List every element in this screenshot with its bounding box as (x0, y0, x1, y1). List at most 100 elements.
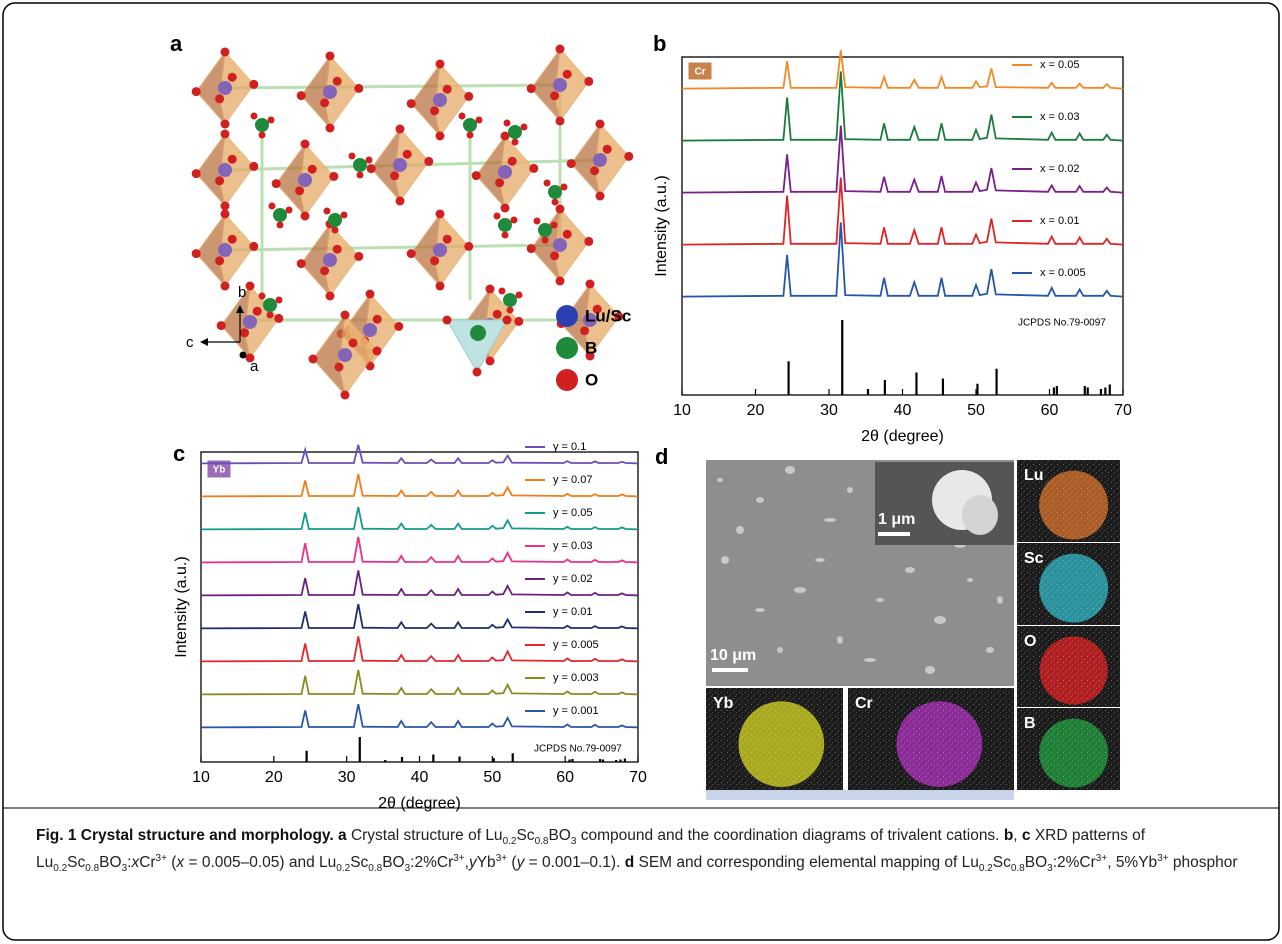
oxygen (603, 145, 612, 154)
oxygen (512, 139, 519, 146)
oxygen (390, 171, 399, 180)
sem-particle (815, 558, 825, 562)
x-tick-label: 30 (820, 402, 838, 419)
cation (323, 85, 337, 99)
caption-run: SEM and corresponding elemental mapping … (634, 854, 979, 871)
caption-run: Yb (477, 854, 496, 871)
oxygen (551, 222, 558, 229)
panel-letter: b (653, 31, 666, 56)
sem-particle (997, 596, 1003, 604)
oxygen (516, 292, 523, 299)
cation (433, 243, 447, 257)
scale-label: 1 μm (878, 511, 915, 528)
x-tick-label: 20 (747, 402, 765, 419)
sem-particle (736, 526, 744, 534)
x-tick-label: 60 (1041, 402, 1059, 419)
oxygen (333, 77, 342, 86)
oxygen (507, 307, 514, 314)
oxygen (527, 244, 536, 253)
oxygen (215, 256, 224, 265)
oxygen (499, 288, 506, 295)
oxygen (503, 316, 512, 325)
legend-label: y = 0.02 (553, 573, 592, 585)
sem-particle (755, 608, 765, 612)
oxygen (354, 252, 363, 261)
cation (553, 78, 567, 92)
oxygen (580, 326, 589, 335)
oxygen (424, 157, 433, 166)
oxygen (297, 91, 306, 100)
x-tick-label: 20 (265, 769, 283, 786)
oxygen (407, 249, 416, 258)
legend-label: B (585, 338, 597, 357)
caption-run: , (1013, 827, 1022, 844)
arrow-head (200, 338, 208, 346)
oxygen (301, 212, 310, 221)
cation (298, 173, 312, 187)
oxygen (341, 212, 348, 219)
axis-label: c (186, 334, 194, 351)
sem-particle (847, 487, 853, 493)
strip (706, 790, 1014, 800)
legend-label: y = 0.03 (553, 540, 592, 552)
oxygen (215, 176, 224, 185)
x-tick-label: 70 (1114, 402, 1132, 419)
legend-label: y = 0.001 (553, 705, 599, 717)
badge-label: Cr (694, 67, 705, 78)
legend-sphere (556, 305, 578, 327)
map-label: Cr (855, 695, 873, 712)
oxygen (476, 117, 483, 124)
oxygen (240, 328, 249, 337)
oxygen (396, 197, 405, 206)
oxygen (494, 213, 501, 220)
x-tick-label: 50 (967, 402, 985, 419)
bond (225, 85, 560, 88)
legend-sphere (556, 369, 578, 391)
oxygen (297, 259, 306, 268)
sem-particle (905, 567, 915, 573)
legend-label: x = 0.005 (1040, 267, 1086, 279)
oxygen (396, 125, 405, 134)
caption-run: compound and the coordination diagrams o… (576, 827, 1003, 844)
pattern-line (682, 126, 1123, 193)
map-label: B (1024, 715, 1036, 732)
oxygen (221, 120, 230, 129)
oxygen (326, 52, 335, 61)
oxygen (373, 347, 382, 356)
x-tick-label: 40 (411, 769, 429, 786)
cation (243, 315, 257, 329)
oxygen (436, 132, 445, 141)
oxygen (357, 172, 364, 179)
oxygen (464, 242, 473, 251)
oxygen (277, 222, 284, 229)
caption-run: Cr (139, 854, 155, 871)
oxygen (443, 85, 452, 94)
map-speckle (848, 688, 1014, 790)
oxygen (301, 140, 310, 149)
page: {"figure": { "panel_a": {"letter": "a", … (0, 0, 1282, 944)
oxygen (349, 153, 356, 160)
caption-run: 3+ (1096, 853, 1107, 864)
boron (470, 325, 486, 341)
caption-run: 3+ (156, 853, 167, 864)
oxygen (228, 235, 237, 244)
oxygen (495, 178, 504, 187)
sem-particle (986, 647, 994, 653)
oxygen (332, 227, 339, 234)
caption-run: 3+ (1157, 853, 1168, 864)
oxygen (354, 84, 363, 93)
cation (593, 153, 607, 167)
caption-run: 0.2 (503, 836, 517, 847)
caption-run: b (1004, 827, 1013, 844)
oxygen (486, 285, 495, 294)
caption-run: phosphor (1169, 854, 1238, 871)
oxygen (326, 124, 335, 133)
oxygen (366, 157, 373, 164)
oxygen (367, 164, 376, 173)
oxygen (596, 192, 605, 201)
legend-label: x = 0.05 (1040, 59, 1079, 71)
map-label: Yb (713, 695, 734, 712)
oxygen (534, 218, 541, 225)
oxygen (556, 117, 565, 126)
oxygen (514, 317, 523, 326)
